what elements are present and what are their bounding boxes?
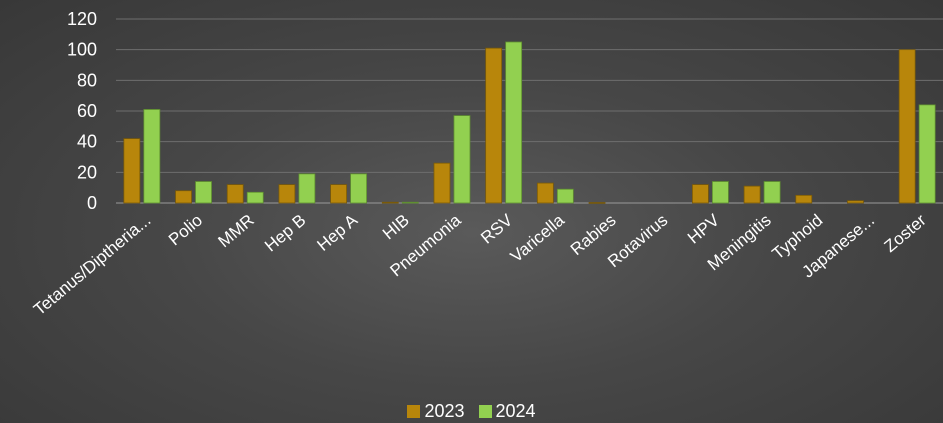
bar-2023-0: [123, 138, 141, 204]
bar-2024-11: [712, 181, 729, 204]
y-tick-label-100: 100: [67, 40, 97, 60]
bar-2023-15: [898, 49, 916, 204]
bar-2023-13: [795, 194, 813, 204]
x-tick-label-8: Varicella: [507, 210, 569, 266]
bar-2024-6: [453, 115, 471, 204]
y-axis-tick-labels: 0 20 40 60 80 100 120: [67, 9, 97, 213]
y-tick-label-60: 60: [77, 101, 97, 121]
legend-swatch-2023: [407, 404, 421, 418]
x-tick-label-3: Hep B: [261, 211, 309, 256]
bar-2023-7: [485, 47, 503, 204]
bar-2023-12: [743, 185, 761, 204]
legend: 2023 2024: [0, 400, 943, 422]
bar-2023-3: [278, 184, 296, 204]
bar-2024-15: [918, 104, 936, 204]
bar-2023-6: [433, 162, 451, 204]
bar-2023-11: [692, 184, 709, 204]
legend-label-2023: 2023: [424, 400, 465, 421]
bar-2024-2: [246, 191, 264, 204]
bar-2024-12: [763, 181, 781, 204]
x-tick-label-5: HIB: [379, 211, 413, 244]
bar-2023-9: [588, 202, 606, 204]
bar-2024-7: [505, 41, 523, 204]
x-tick-label-4: Hep A: [313, 210, 361, 255]
legend-item-2023: 2023: [407, 400, 465, 422]
bar-2023-14: [847, 200, 864, 204]
bar-2023-4: [330, 184, 347, 204]
x-tick-label-2: MMR: [214, 211, 257, 252]
bar-2023-1: [175, 190, 192, 204]
bar-2024-5: [401, 201, 419, 204]
y-tick-label-120: 120: [67, 9, 97, 29]
legend-label-2024: 2024: [495, 400, 536, 421]
bar-2023-8: [536, 182, 554, 204]
x-tick-label-0: Tetanus/Diptheria...: [30, 211, 154, 320]
y-tick-label-0: 0: [87, 193, 97, 213]
bar-2024-0: [143, 109, 161, 204]
legend-swatch-2024: [478, 404, 492, 418]
y-tick-label-80: 80: [77, 70, 97, 90]
bar-2023-2: [226, 184, 244, 204]
bar-2024-3: [298, 173, 316, 204]
bar-2023-5: [381, 201, 399, 204]
y-tick-label-20: 20: [77, 162, 97, 182]
bar-2024-8: [556, 188, 574, 204]
x-tick-label-11: HPV: [684, 210, 723, 247]
legend-item-2024: 2024: [478, 400, 536, 422]
bar-2024-1: [195, 181, 212, 204]
bar-2024-4: [350, 173, 367, 204]
x-tick-label-1: Polio: [165, 211, 206, 250]
x-tick-label-7: RSV: [477, 210, 516, 247]
bars: [123, 41, 936, 204]
x-axis-tick-labels: Tetanus/Diptheria... Polio MMR Hep B Hep A HI…: [30, 210, 930, 319]
gridlines: [116, 18, 943, 204]
x-tick-label-15: Zoster: [881, 210, 930, 256]
y-tick-label-40: 40: [77, 132, 97, 152]
